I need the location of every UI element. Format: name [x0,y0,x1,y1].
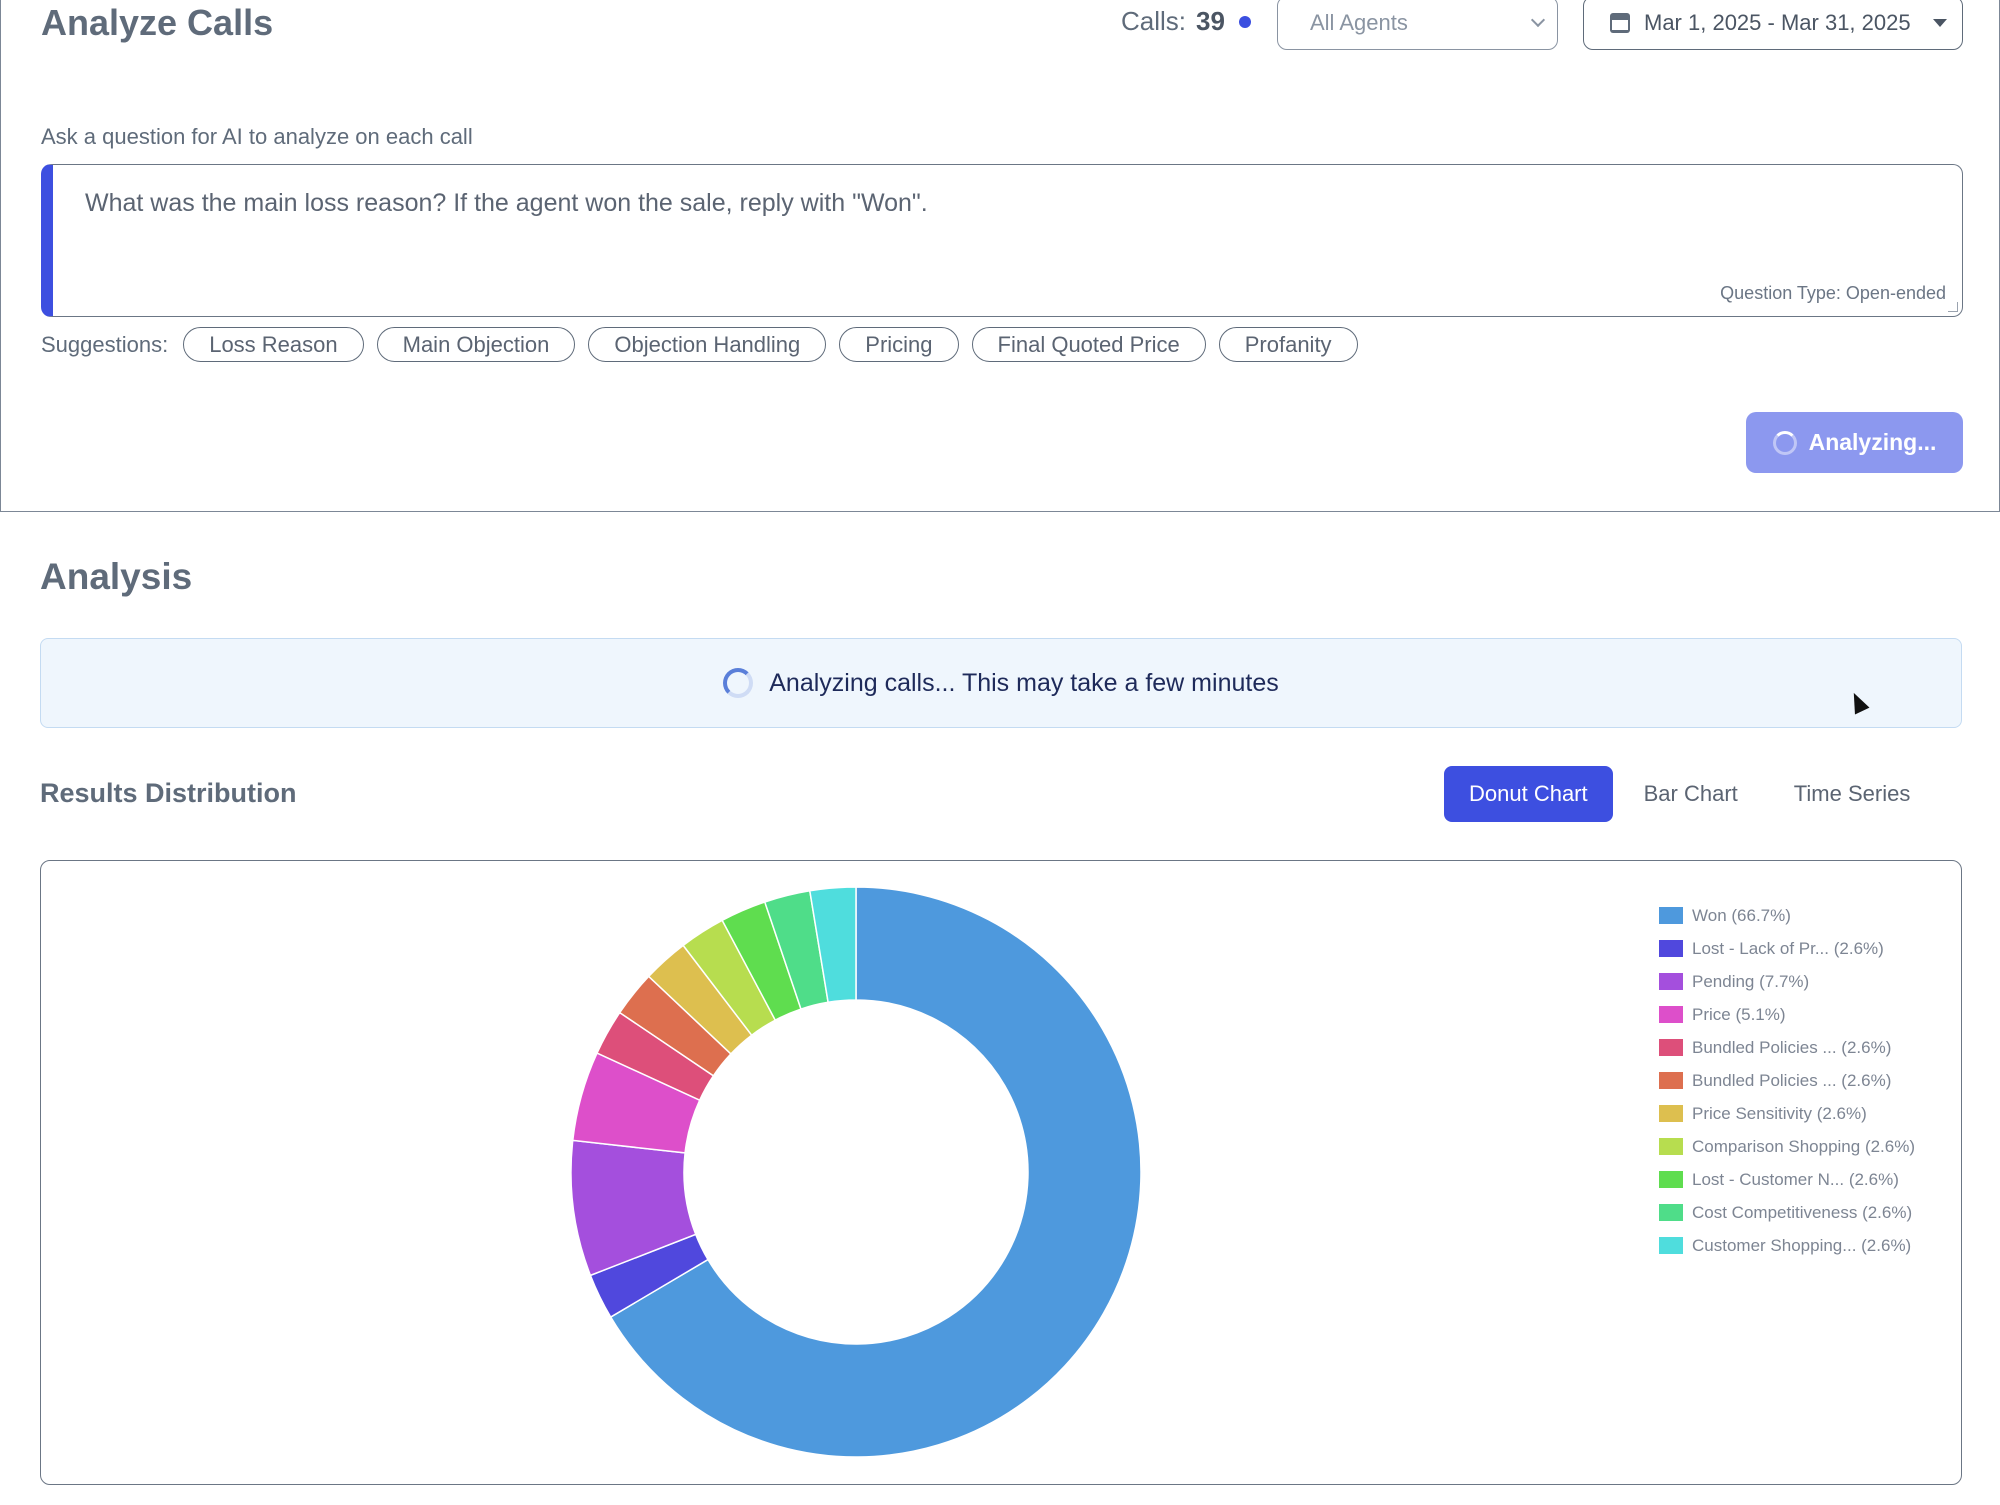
analyze-button-label: Analyzing... [1808,429,1937,455]
calls-counter: Calls: 39 [1121,6,1251,37]
legend-label: Comparison Shopping (2.6%) [1692,1136,1916,1156]
legend-swatch [1659,1171,1683,1188]
legend-swatch [1659,1039,1683,1056]
suggestions-row: Suggestions: Loss Reason Main Objection … [41,327,1358,362]
legend-label: Price Sensitivity (2.6%) [1692,1103,1867,1123]
suggestions-label: Suggestions: [41,331,169,357]
question-textarea[interactable]: What was the main loss reason? If the ag… [41,164,1963,317]
suggestion-chip-main-objection[interactable]: Main Objection [376,327,576,362]
legend-label: Lost - Lack of Pr... (2.6%) [1692,938,1884,958]
tab-bar-chart[interactable]: Bar Chart [1643,781,1738,806]
legend-label: Lost - Customer N... (2.6%) [1692,1169,1899,1189]
legend-item-10[interactable]: Customer Shopping... (2.6%) [1659,1229,1915,1262]
legend-item-4[interactable]: Bundled Policies ... (2.6%) [1659,1031,1915,1064]
legend-label: Bundled Policies ... (2.6%) [1692,1037,1892,1057]
legend-label: Cost Competitiveness (2.6%) [1692,1202,1913,1222]
legend-item-2[interactable]: Pending (7.7%) [1659,965,1915,998]
chevron-down-icon [1530,12,1546,28]
legend-swatch [1659,1006,1683,1023]
date-range-value: Mar 1, 2025 - Mar 31, 2025 [1644,10,1911,35]
legend-item-8[interactable]: Lost - Customer N... (2.6%) [1659,1163,1915,1196]
agent-select-value: All Agents [1310,10,1408,35]
analysis-status-banner: Analyzing calls... This may take a few m… [40,638,1962,728]
legend-item-1[interactable]: Lost - Lack of Pr... (2.6%) [1659,932,1915,965]
legend-swatch [1659,1105,1683,1122]
legend-swatch [1659,940,1683,957]
resize-handle-icon[interactable] [1948,302,1958,312]
chart-legend: Won (66.7%) Lost - Lack of Pr... (2.6%) Pe… [1659,899,1915,1262]
chart-container: Won (66.7%) Lost - Lack of Pr... (2.6%) Pe… [40,860,1962,1485]
legend-item-5[interactable]: Bundled Policies ... (2.6%) [1659,1064,1915,1097]
suggestion-chip-final-quoted-price[interactable]: Final Quoted Price [971,327,1206,362]
agent-select[interactable]: All Agents [1277,0,1558,50]
question-label: Ask a question for AI to analyze on each… [41,124,473,149]
legend-swatch [1659,1204,1683,1221]
legend-swatch [1659,973,1683,990]
legend-item-9[interactable]: Cost Competitiveness (2.6%) [1659,1196,1915,1229]
loading-spinner-icon [723,668,754,698]
legend-item-3[interactable]: Price (5.1%) [1659,998,1915,1031]
donut-slice-0[interactable] [609,886,1142,1458]
legend-item-7[interactable]: Comparison Shopping (2.6%) [1659,1130,1915,1163]
legend-label: Bundled Policies ... (2.6%) [1692,1070,1892,1090]
suggestion-chip-loss-reason[interactable]: Loss Reason [183,327,364,362]
legend-label: Price (5.1%) [1692,1004,1786,1024]
spinner-icon [1772,430,1797,455]
legend-swatch [1659,907,1683,924]
question-text: What was the main loss reason? If the ag… [85,189,928,217]
legend-swatch [1659,1072,1683,1089]
tab-time-series[interactable]: Time Series [1793,781,1911,806]
donut-chart [570,886,1142,1458]
legend-swatch [1659,1237,1683,1254]
calls-label: Calls: [1121,6,1187,36]
calendar-icon [1610,13,1630,33]
legend-label: Pending (7.7%) [1692,971,1810,991]
legend-label: Won (66.7%) [1692,905,1791,925]
suggestion-chip-profanity[interactable]: Profanity [1218,327,1358,362]
caret-down-icon [1932,19,1947,27]
analyze-button[interactable]: Analyzing... [1746,412,1963,473]
calls-count: 39 [1196,6,1225,36]
analysis-title: Analysis [40,556,193,597]
status-dot-icon [1238,15,1251,28]
suggestion-chip-pricing[interactable]: Pricing [839,327,959,362]
analyze-calls-panel: Analyze Calls Calls: 39 All Agents Mar 1… [0,0,2000,512]
legend-item-6[interactable]: Price Sensitivity (2.6%) [1659,1097,1915,1130]
legend-swatch [1659,1138,1683,1155]
chart-type-tabs: Donut Chart Bar Chart Time Series [1444,766,1935,822]
tab-donut-chart[interactable]: Donut Chart [1444,766,1613,822]
page-title: Analyze Calls [41,2,274,43]
legend-label: Customer Shopping... (2.6%) [1692,1235,1912,1255]
analysis-status-text: Analyzing calls... This may take a few m… [769,668,1279,697]
donut-slice-10[interactable] [808,886,857,1004]
question-type-label: Question Type: Open-ended [1720,283,1946,303]
results-distribution-title: Results Distribution [40,778,297,808]
legend-item-0[interactable]: Won (66.7%) [1659,899,1915,932]
date-range-picker[interactable]: Mar 1, 2025 - Mar 31, 2025 [1583,0,1963,50]
suggestion-chip-objection-handling[interactable]: Objection Handling [588,327,827,362]
